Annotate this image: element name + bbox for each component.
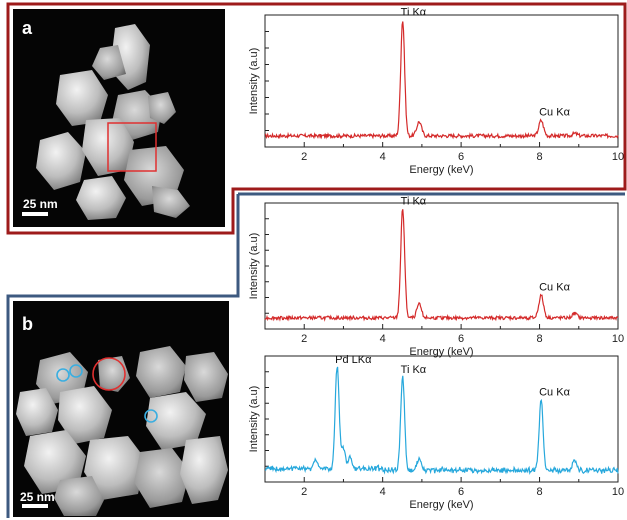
peak-label: Ti Kα xyxy=(401,195,427,207)
spectrum-line xyxy=(264,21,619,140)
particle xyxy=(76,176,126,220)
analysis-circle-red xyxy=(92,357,126,391)
analysis-circle-blue xyxy=(56,368,70,382)
x-axis-title: Energy (keV) xyxy=(409,499,473,511)
particle xyxy=(24,430,86,494)
eds-spectrum-b-red: 2 4 6 8 10 Energy (keV) Intensity (a.u) Ti Kα Cu… xyxy=(248,195,624,358)
peak-label: Ti Kα xyxy=(401,6,427,18)
x-axis-title: Energy (keV) xyxy=(409,164,473,176)
scale-bar-label-a: 25 nm xyxy=(23,197,58,211)
x-tick-label: 10 xyxy=(612,333,624,345)
particle xyxy=(146,392,206,450)
micrograph-b: b 25 nm xyxy=(13,301,229,517)
scale-bar-label-b: 25 nm xyxy=(20,490,55,504)
analysis-circle-blue xyxy=(69,364,83,378)
x-tick-label: 2 xyxy=(301,486,307,498)
peak-label: Cu Kα xyxy=(539,282,570,294)
x-tick-label: 6 xyxy=(458,151,464,163)
x-tick-label: 2 xyxy=(301,333,307,345)
particle xyxy=(84,436,146,500)
particle xyxy=(180,436,228,504)
x-axis-title: Energy (keV) xyxy=(409,346,473,358)
x-tick-label: 10 xyxy=(612,151,624,163)
particle xyxy=(184,352,228,402)
peak-label: Cu Kα xyxy=(539,386,570,398)
particle xyxy=(148,92,176,124)
plot-frame xyxy=(264,202,619,330)
x-tick-label: 8 xyxy=(536,151,542,163)
spectrum-line xyxy=(264,209,619,322)
peak-label: Ti Kα xyxy=(401,364,427,376)
panel-b-frame xyxy=(6,192,625,518)
particle xyxy=(16,388,58,436)
spectrum-line xyxy=(264,366,619,476)
particle xyxy=(136,346,186,398)
y-axis-title: Intensity (a.u) xyxy=(248,48,260,115)
scale-bar-a xyxy=(22,212,48,216)
particle xyxy=(56,70,108,126)
plot-frame xyxy=(264,14,619,148)
peak-label: Cu Kα xyxy=(539,107,570,119)
y-axis-title: Intensity (a.u) xyxy=(248,386,260,453)
particle xyxy=(36,132,86,190)
x-tick-label: 8 xyxy=(536,486,542,498)
x-tick-label: 4 xyxy=(380,151,386,163)
analysis-area-square xyxy=(107,122,157,172)
particle xyxy=(134,448,190,508)
x-tick-label: 4 xyxy=(380,333,386,345)
panel-a-frame xyxy=(6,2,627,235)
panel-letter-b: b xyxy=(22,314,33,334)
x-tick-label: 8 xyxy=(536,333,542,345)
micrograph-a: a 25 nm xyxy=(13,9,225,227)
x-tick-label: 10 xyxy=(612,486,624,498)
particle xyxy=(152,186,190,218)
analysis-circle-blue xyxy=(144,409,158,423)
eds-spectrum-a: 2 4 6 8 10 Energy (keV) Intensity (a.u) Ti Kα Cu… xyxy=(248,6,624,176)
x-tick-label: 6 xyxy=(458,486,464,498)
particle xyxy=(92,45,126,80)
scale-bar-b xyxy=(22,504,48,508)
y-axis-title: Intensity (a.u) xyxy=(248,233,260,300)
peak-label: Pd LKα xyxy=(335,354,372,366)
x-tick-label: 2 xyxy=(301,151,307,163)
panel-letter-a: a xyxy=(22,18,33,38)
eds-spectrum-b-blue: 2 4 6 8 10 Energy (keV) Intensity (a.u) Pd LKα T… xyxy=(248,354,624,511)
particle xyxy=(54,476,104,516)
x-tick-label: 6 xyxy=(458,333,464,345)
x-tick-label: 4 xyxy=(380,486,386,498)
particle xyxy=(58,386,112,444)
